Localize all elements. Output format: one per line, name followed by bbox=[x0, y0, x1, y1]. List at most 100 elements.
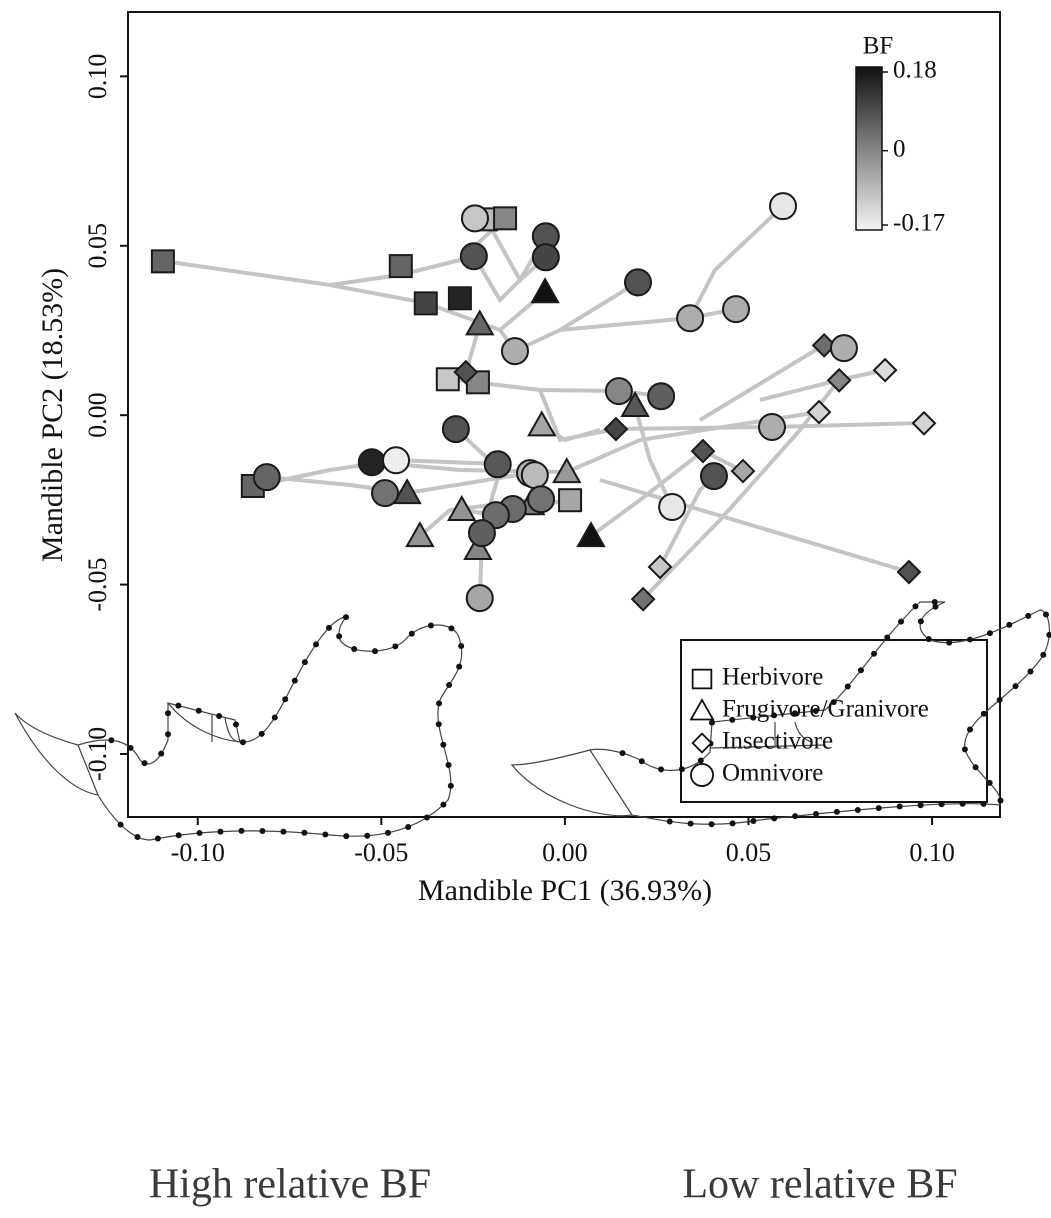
landmark bbox=[322, 831, 329, 838]
landmark bbox=[154, 835, 161, 842]
landmark bbox=[342, 614, 349, 621]
circle-point bbox=[699, 462, 728, 491]
landmark bbox=[240, 739, 247, 746]
y-tick-label: -0.05 bbox=[83, 557, 112, 611]
colorbar-tick-label: -0.17 bbox=[893, 210, 945, 237]
landmark bbox=[456, 663, 463, 670]
landmark bbox=[750, 818, 757, 825]
landmark bbox=[1046, 631, 1051, 638]
landmark bbox=[1012, 683, 1019, 690]
landmark bbox=[972, 764, 979, 771]
landmark bbox=[1006, 621, 1013, 628]
landmark bbox=[158, 750, 165, 757]
colorbar-title: BF bbox=[863, 33, 894, 60]
circle-point bbox=[465, 584, 494, 613]
y-tick-label: 0.05 bbox=[83, 223, 112, 269]
legend-label: Frugivore/Granivore bbox=[722, 696, 929, 723]
legend-marker bbox=[689, 698, 715, 721]
landmark bbox=[729, 820, 736, 827]
landmark bbox=[440, 801, 447, 808]
landmark bbox=[408, 630, 415, 637]
landmark bbox=[898, 618, 905, 625]
landmark bbox=[959, 800, 966, 807]
triangle-point bbox=[527, 410, 557, 437]
circle-point bbox=[722, 295, 751, 324]
triangle-point bbox=[463, 533, 493, 561]
diamond-point bbox=[603, 416, 629, 442]
mandible-high bbox=[14, 614, 465, 842]
landmark bbox=[708, 821, 715, 828]
diamond-point bbox=[811, 332, 837, 358]
landmark bbox=[791, 710, 798, 717]
landmark bbox=[458, 643, 465, 650]
landmark bbox=[259, 827, 266, 834]
landmark bbox=[423, 814, 430, 821]
landmark bbox=[448, 625, 455, 632]
landmark bbox=[364, 832, 371, 839]
colorbar-tick-label: 0 bbox=[893, 135, 906, 162]
colorbar bbox=[855, 66, 883, 231]
circle-point bbox=[483, 450, 512, 479]
circle-point bbox=[623, 268, 652, 297]
landmark bbox=[196, 830, 203, 837]
landmark bbox=[280, 828, 287, 835]
landmark bbox=[896, 803, 903, 810]
landmark bbox=[946, 639, 953, 646]
legend-marker bbox=[691, 668, 713, 690]
landmark bbox=[638, 758, 645, 765]
diamond-point bbox=[872, 357, 898, 383]
landmark bbox=[175, 832, 182, 839]
caption: High relative BF bbox=[149, 1162, 431, 1208]
landmark bbox=[750, 714, 757, 721]
mandible-low bbox=[510, 599, 1051, 828]
landmark bbox=[117, 821, 124, 828]
landmark bbox=[844, 683, 851, 690]
x-tick-label: 0.00 bbox=[542, 838, 588, 867]
square-point bbox=[413, 291, 438, 316]
landmark bbox=[997, 797, 1004, 804]
circle-point bbox=[769, 192, 798, 221]
landmark bbox=[313, 641, 320, 648]
y-axis-label: Mandible PC2 (18.53%) bbox=[36, 268, 69, 562]
diamond-point bbox=[690, 438, 716, 464]
landmark bbox=[238, 827, 245, 834]
diamond-point bbox=[647, 554, 673, 580]
landmark bbox=[619, 750, 626, 757]
y-tick-label: 0.00 bbox=[83, 392, 112, 438]
x-tick-label: 0.05 bbox=[726, 838, 772, 867]
landmark bbox=[336, 633, 343, 640]
circle-point bbox=[459, 242, 488, 271]
landmark bbox=[857, 667, 864, 674]
square-point bbox=[493, 206, 518, 231]
landmark bbox=[1027, 668, 1034, 675]
diamond-point bbox=[896, 559, 922, 585]
legend-label: Omnivore bbox=[722, 760, 823, 787]
square-point bbox=[388, 254, 413, 279]
landmark bbox=[875, 805, 882, 812]
landmark bbox=[436, 700, 443, 707]
legend-label: Insectivore bbox=[722, 728, 833, 755]
landmark bbox=[697, 757, 704, 764]
landmark bbox=[980, 710, 987, 717]
circle-point bbox=[500, 337, 529, 366]
landmark bbox=[385, 829, 392, 836]
circle-point bbox=[520, 461, 549, 490]
triangle-point bbox=[620, 390, 650, 418]
landmark bbox=[666, 818, 673, 825]
landmark bbox=[1043, 611, 1050, 618]
landmark bbox=[658, 766, 665, 773]
x-axis-label: Mandible PC1 (36.93%) bbox=[418, 874, 712, 907]
landmark bbox=[687, 820, 694, 827]
landmark bbox=[912, 603, 919, 610]
landmark bbox=[343, 833, 350, 840]
landmark bbox=[405, 823, 412, 830]
y-tick-label: -0.10 bbox=[83, 727, 112, 781]
landmark bbox=[917, 618, 924, 625]
landmark bbox=[141, 760, 148, 767]
landmark bbox=[282, 696, 289, 703]
triangle-point bbox=[530, 277, 560, 304]
x-tick-label: 0.10 bbox=[909, 838, 955, 867]
square-point bbox=[447, 286, 472, 311]
landmark bbox=[127, 744, 134, 751]
